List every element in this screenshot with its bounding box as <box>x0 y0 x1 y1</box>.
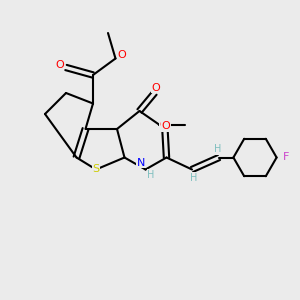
Text: F: F <box>282 152 289 163</box>
Text: O: O <box>152 82 160 93</box>
Text: H: H <box>147 170 155 180</box>
Text: H: H <box>214 144 221 154</box>
Text: O: O <box>161 121 170 131</box>
Text: H: H <box>190 173 197 183</box>
Text: S: S <box>92 164 100 175</box>
Text: O: O <box>118 50 127 61</box>
Text: O: O <box>159 120 168 130</box>
Text: O: O <box>55 59 64 70</box>
Text: N: N <box>137 158 145 168</box>
